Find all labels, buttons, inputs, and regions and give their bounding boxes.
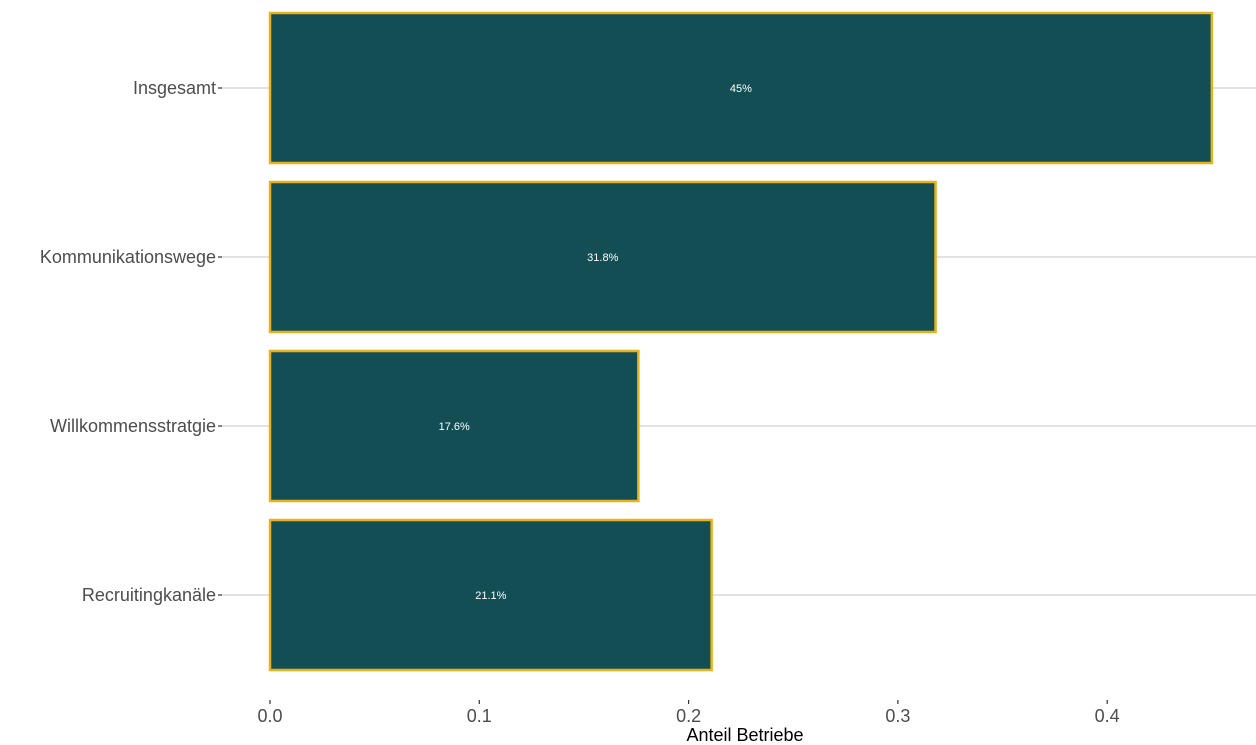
axis-layer: 0.0 0.1 0.2 0.3 0.4 Insgesamt Kommunikationswe… — [40, 78, 1120, 726]
category-label: Recruitingkanäle — [82, 585, 216, 605]
bar — [268, 349, 640, 503]
x-axis-title: Anteil Betriebe — [686, 725, 803, 745]
x-tick-label: 0.1 — [467, 706, 492, 726]
bar-layer: 45% 31.8% 17.6% 21.1% — [268, 11, 1214, 672]
bar-value-label: 21.1% — [475, 590, 506, 602]
category-label: Insgesamt — [133, 78, 216, 98]
x-tick-label: 0.0 — [257, 706, 282, 726]
bar-value-label: 31.8% — [587, 252, 618, 264]
bar — [268, 11, 1214, 165]
x-tick-label: 0.4 — [1095, 706, 1120, 726]
x-tick-label: 0.3 — [885, 706, 910, 726]
category-label: Kommunikationswege — [40, 247, 216, 267]
bar — [268, 180, 937, 334]
category-label: Willkommensstratgie — [50, 416, 216, 436]
x-tick-label: 0.2 — [676, 706, 701, 726]
bar-value-label: 17.6% — [439, 421, 470, 433]
bar-value-label: 45% — [730, 83, 752, 95]
bar — [268, 518, 713, 672]
